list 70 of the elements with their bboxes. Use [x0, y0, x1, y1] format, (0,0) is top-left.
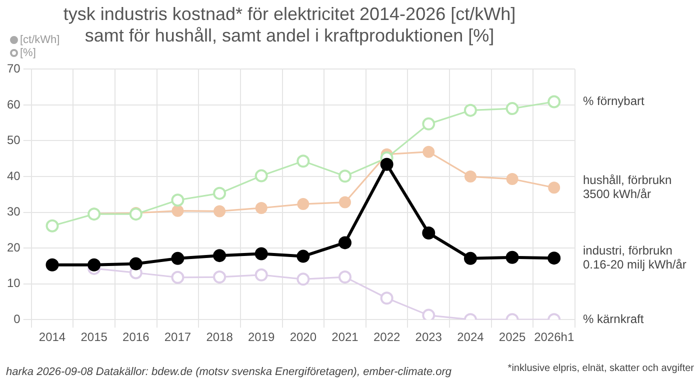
x-tick-label: 2016: [122, 330, 150, 344]
point: [46, 258, 59, 272]
point: [255, 202, 268, 214]
chart-title: tysk industris kostnad* för elektricitet 2014-2026 [ct/kWh]: [63, 4, 516, 24]
x-tick-label: 2020: [290, 330, 317, 344]
chart-subtitle: samt för hushåll, samt andel i kraftproduktionen [%]: [84, 25, 494, 46]
point: [422, 308, 436, 320]
x-tick-label: 2014: [38, 330, 66, 344]
point: [296, 272, 310, 286]
y-tick-label: 60: [6, 97, 21, 112]
point: [296, 250, 310, 263]
point: [506, 102, 519, 116]
y-tick-label: 30: [6, 204, 21, 219]
point: [338, 236, 352, 250]
point: [380, 292, 394, 305]
text: [%]: [19, 47, 37, 60]
point: [506, 173, 518, 186]
text: harka 2026-09-08 Datakällor: bdew.de (motsv svenska Energiföretagen), ember-climate.org: [6, 366, 452, 378]
x-tick-label: 2025: [498, 330, 526, 344]
point: [422, 226, 436, 240]
point: [338, 170, 352, 183]
point: [548, 95, 561, 108]
y-tick-label: 0: [14, 312, 21, 326]
point: [464, 170, 476, 183]
point: [46, 219, 59, 232]
point: [297, 198, 310, 210]
point: [213, 186, 226, 200]
point: [338, 270, 352, 284]
y-tick-label: 20: [6, 240, 21, 254]
point: [296, 154, 310, 168]
point: [254, 247, 268, 260]
x-tick-label: 2021: [332, 330, 359, 344]
point: [548, 252, 561, 265]
series-label: hushåll, förbrukn 3500 kWh/år: [583, 172, 672, 201]
point: [214, 205, 226, 218]
x-tick-label: 2017: [164, 330, 192, 344]
x-tick-label: 2015: [80, 330, 108, 344]
point: [172, 204, 184, 217]
y-tick-label: 70: [6, 62, 21, 76]
y-tick-label: 40: [6, 168, 21, 183]
x-tick-label: 2022: [373, 330, 400, 344]
point: [548, 182, 560, 194]
x-tick-label: 2026h1: [534, 330, 574, 344]
point: [129, 257, 142, 270]
point: [422, 146, 435, 158]
x-tick-label: 2024: [457, 330, 484, 344]
point: [171, 194, 184, 207]
series-label: industri, förbrukn 0.16-20 milj kWh/år: [583, 243, 686, 272]
point: [506, 250, 519, 264]
point: [88, 258, 101, 272]
x-tick-label: 2018: [206, 330, 234, 344]
point: [171, 270, 184, 284]
series-label: % kärnkraft: [583, 312, 644, 326]
point: [338, 196, 351, 208]
point: [254, 268, 268, 282]
point: [213, 249, 226, 262]
point: [380, 158, 394, 171]
point: [422, 117, 436, 130]
series-label: % förnybart: [583, 94, 646, 108]
text: *inklusive elpris, elnät, skatter och avgifter: [508, 363, 694, 374]
point: [464, 104, 477, 117]
text: [ct/kWh]: [19, 34, 60, 47]
point: [171, 252, 184, 265]
x-tick-label: 2019: [248, 330, 276, 344]
y-tick-label: 10: [6, 276, 21, 290]
y-tick-label: 50: [6, 133, 21, 148]
point: [213, 270, 226, 284]
x-tick-label: 2023: [415, 330, 442, 344]
point: [254, 169, 268, 182]
point: [464, 252, 477, 265]
